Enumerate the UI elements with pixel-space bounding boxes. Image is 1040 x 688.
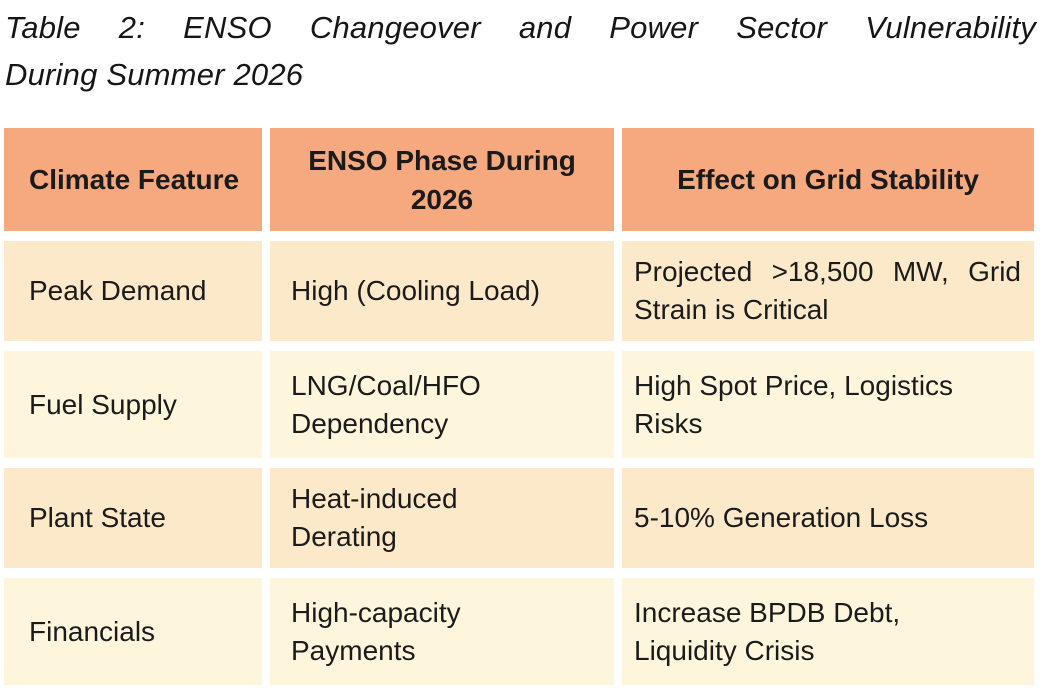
cell-row4-feature: Financials	[4, 578, 262, 685]
cell-text: Projected >18,500 MW, Grid Strain is Cri…	[634, 256, 1021, 325]
cell-text: 5-10% Generation Loss	[634, 502, 929, 533]
cell-text: LNG/Coal/HFO Dependency	[291, 369, 481, 439]
header-enso-phase-label: ENSO Phase During 2026	[308, 144, 576, 215]
cell-text: High Spot Price, Logistics Risks	[634, 369, 954, 439]
cell-row1-phase: High (Cooling Load)	[270, 241, 614, 341]
cell-row1-feature: Peak Demand	[4, 241, 262, 341]
caption-line-1: Table 2: ENSO Changeover and Power Secto…	[5, 10, 1036, 45]
header-cell-enso-phase: ENSO Phase During 2026	[270, 128, 614, 231]
cell-row3-effect: 5-10% Generation Loss	[622, 468, 1034, 568]
cell-text: Heat-induced Derating	[291, 483, 458, 552]
cell-row2-effect: High Spot Price, Logistics Risks	[622, 351, 1034, 458]
cell-text: Increase BPDB Debt, Liquidity Crisis	[634, 596, 901, 666]
cell-row3-phase: Heat-induced Derating	[270, 468, 614, 568]
enso-vulnerability-table: Climate Feature ENSO Phase During 2026 E…	[4, 128, 1034, 685]
cell-row3-feature: Plant State	[4, 468, 262, 568]
cell-row2-phase: LNG/Coal/HFO Dependency	[270, 351, 614, 458]
cell-text: High (Cooling Load)	[291, 275, 541, 306]
header-cell-grid-effect: Effect on Grid Stability	[622, 128, 1034, 231]
cell-text: Plant State	[29, 502, 166, 533]
caption-line-2: During Summer 2026	[5, 57, 304, 92]
cell-text: Fuel Supply	[29, 388, 177, 420]
table-caption: Table 2: ENSO Changeover and Power Secto…	[5, 4, 1036, 98]
cell-row2-feature: Fuel Supply	[4, 351, 262, 458]
cell-row4-phase: High-capacity Payments	[270, 578, 614, 685]
header-cell-climate-feature: Climate Feature	[4, 128, 262, 231]
cell-text: Peak Demand	[29, 275, 207, 306]
header-grid-effect-label: Effect on Grid Stability	[677, 164, 979, 195]
cell-row1-effect: Projected >18,500 MW, Grid Strain is Cri…	[622, 241, 1034, 341]
cell-text: High-capacity Payments	[291, 596, 461, 666]
cell-row4-effect: Increase BPDB Debt, Liquidity Crisis	[622, 578, 1034, 685]
header-climate-feature-label: Climate Feature	[29, 164, 240, 195]
cell-text: Financials	[29, 615, 156, 647]
